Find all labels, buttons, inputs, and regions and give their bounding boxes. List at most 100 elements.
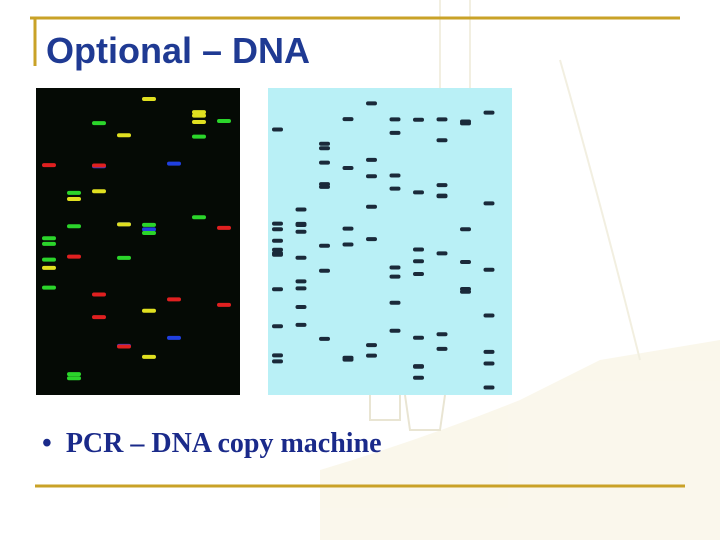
- gel-band: [389, 300, 401, 305]
- gel-band: [67, 254, 81, 259]
- gel-band: [192, 215, 206, 220]
- gel-band: [272, 252, 283, 257]
- gel-band: [436, 138, 448, 143]
- gel-band: [366, 101, 377, 106]
- gel-band: [67, 190, 81, 195]
- gel-band: [366, 353, 377, 358]
- gel-band: [342, 242, 354, 247]
- gel-band: [217, 225, 231, 230]
- gel-band: [92, 163, 106, 168]
- gel-band: [67, 376, 81, 381]
- gel-band: [92, 292, 106, 297]
- gel-band: [436, 117, 448, 122]
- gel-band: [272, 238, 283, 243]
- gel-band: [319, 182, 330, 187]
- gel-band: [319, 141, 330, 146]
- gel-bands: [42, 97, 495, 390]
- gel-band: [67, 196, 81, 201]
- gel-band: [460, 289, 471, 294]
- gel-band: [413, 259, 424, 264]
- gel-band: [319, 336, 330, 341]
- gel-band: [483, 267, 495, 272]
- gel-band: [142, 308, 156, 313]
- gel-band: [389, 130, 401, 135]
- gel-band: [413, 190, 424, 195]
- gel-band: [117, 222, 131, 227]
- gel-band: [192, 134, 206, 139]
- gel-band: [295, 207, 307, 212]
- gel-band: [389, 173, 401, 178]
- gel-band: [117, 133, 131, 138]
- gel-band: [483, 349, 495, 354]
- gel-band: [142, 97, 156, 102]
- gel-band: [167, 161, 181, 166]
- gel-band: [413, 375, 424, 380]
- bullet-item: • PCR – DNA copy machine: [42, 428, 382, 459]
- slide-title: Optional – DNA: [46, 30, 311, 71]
- gel-band: [483, 201, 495, 206]
- gel-band: [42, 241, 56, 246]
- gel-band: [192, 113, 206, 118]
- gel-band: [295, 322, 307, 327]
- gel-band: [436, 346, 448, 351]
- gel-band: [92, 189, 106, 194]
- gel-band: [460, 259, 471, 264]
- gel-band: [483, 110, 495, 115]
- gel-band: [483, 313, 495, 318]
- gel-band: [483, 361, 495, 366]
- gel-band: [92, 121, 106, 126]
- gel-band: [389, 328, 401, 333]
- gel-image-light: [268, 88, 512, 395]
- gel-band: [92, 315, 106, 320]
- gel-band: [413, 117, 424, 122]
- gel-band: [436, 332, 448, 337]
- gel-band: [117, 255, 131, 260]
- gel-band: [192, 110, 206, 115]
- gel-band: [142, 222, 156, 227]
- gel-band: [436, 251, 448, 256]
- gel-band: [366, 157, 377, 162]
- gel-band: [142, 227, 156, 232]
- gel-band: [483, 385, 495, 390]
- gel-band: [342, 165, 354, 170]
- gel-band: [460, 227, 471, 232]
- gel-band: [272, 287, 283, 292]
- gel-image-dark: [36, 88, 240, 395]
- gel-band: [436, 194, 448, 199]
- gel-band: [366, 204, 377, 209]
- gel-band: [319, 160, 330, 165]
- gel-band: [117, 344, 131, 349]
- gel-band: [272, 247, 283, 252]
- gel-band: [295, 222, 307, 227]
- gel-band: [295, 229, 307, 234]
- gel-band: [272, 221, 283, 226]
- gel-band: [142, 231, 156, 236]
- gel-band: [42, 285, 56, 290]
- gel-band: [342, 357, 354, 362]
- gel-band: [67, 372, 81, 377]
- gel-band: [142, 354, 156, 359]
- bullet-text: PCR – DNA copy machine: [65, 428, 382, 459]
- gel-band: [366, 174, 377, 179]
- gel-band: [413, 271, 424, 276]
- gel-band: [272, 359, 283, 364]
- gel-band: [342, 226, 354, 231]
- gel-band: [366, 343, 377, 348]
- gel-band: [295, 304, 307, 309]
- gel-band: [295, 255, 307, 260]
- gel-band: [167, 297, 181, 302]
- gel-band: [167, 335, 181, 340]
- gel-band: [436, 183, 448, 188]
- gel-band: [272, 227, 283, 232]
- gel-band: [272, 353, 283, 358]
- gel-band: [217, 119, 231, 124]
- gel-band: [389, 265, 401, 270]
- gel-band: [272, 324, 283, 329]
- gel-band: [389, 117, 401, 122]
- gel-band: [413, 364, 424, 369]
- gel-band: [413, 335, 424, 340]
- gel-band: [413, 247, 424, 252]
- gel-band: [295, 279, 307, 284]
- gel-band: [217, 302, 231, 307]
